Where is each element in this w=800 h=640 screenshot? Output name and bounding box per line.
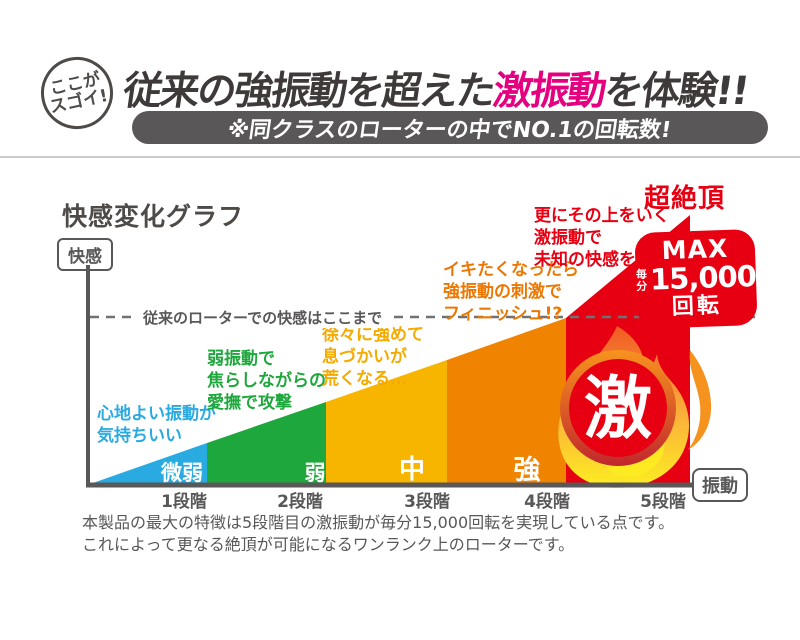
stage-label-5: 5段階 bbox=[640, 492, 686, 512]
band-label-level2: 弱 bbox=[304, 461, 326, 485]
max-badge-value: 15,000 bbox=[649, 258, 757, 297]
annotation-level3: 徐々に強めて 息づかいが 荒くなる… bbox=[322, 325, 424, 389]
max-badge-prefix: 毎分 bbox=[635, 267, 648, 293]
max-badge-unit: 回転 bbox=[671, 293, 723, 320]
chart-title: 快感変化グラフ bbox=[62, 202, 245, 231]
peak-label: 超絶頂 bbox=[644, 184, 726, 214]
max-rpm-badge: MAX 毎分 15,000 回転 bbox=[634, 228, 758, 330]
stage-label-3: 3段階 bbox=[404, 492, 450, 512]
geki-circle bbox=[569, 359, 667, 457]
header-divider bbox=[0, 156, 800, 158]
stage-label-4: 4段階 bbox=[524, 492, 570, 512]
band-label-level3: 中 bbox=[398, 455, 425, 485]
footer-line1: 本製品の最大の特徴は5段階目の激振動が毎分15,000回転を実現している点です。 bbox=[82, 513, 675, 532]
stage-label-2: 2段階 bbox=[277, 492, 323, 512]
y-axis-label: 快感 bbox=[57, 238, 113, 271]
threshold-label: 従来のローターでの快感はここまで bbox=[137, 307, 389, 328]
band-level3 bbox=[326, 360, 447, 484]
band-level4 bbox=[447, 318, 566, 484]
footer-line2: これによって更なる絶頂が可能になるワンランク上のローターです。 bbox=[82, 535, 575, 555]
band-label-level4: 強 bbox=[513, 455, 541, 486]
x-axis-label: 振動 bbox=[692, 468, 748, 502]
annotation-level2: 弱振動で 焦らしながらの 愛撫で攻撃 bbox=[207, 349, 326, 413]
annotation-level4: イキたくなったら 強振動の刺激で フィニッシュ!? bbox=[443, 260, 579, 324]
band-label-level5: 激 bbox=[584, 370, 652, 449]
annotation-level5: 更にその上をいく 激振動で 未知の快感を bbox=[534, 206, 670, 270]
footer-description: 本製品の最大の特徴は5段階目の激振動が毎分15,000回転を実現している点です。… bbox=[82, 512, 674, 557]
subtitle-banner: ※同クラスのローターの中でNO.1の回転数! bbox=[132, 111, 768, 144]
band-label-level1: 微弱 bbox=[161, 461, 203, 485]
band-level1 bbox=[90, 443, 207, 484]
band-level2 bbox=[207, 402, 326, 484]
flame-right-tongue-icon bbox=[688, 350, 712, 450]
stage-label-1: 1段階 bbox=[161, 492, 207, 512]
max-badge-top: MAX bbox=[661, 233, 729, 266]
annotation-level1: 心地よい振動が 気持ちいい bbox=[97, 404, 216, 446]
